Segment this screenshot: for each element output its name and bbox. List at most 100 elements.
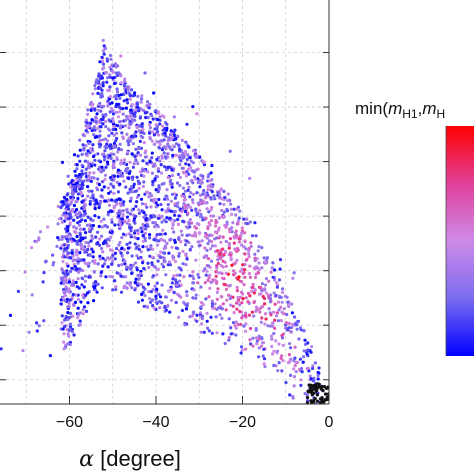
- data-point: [148, 126, 152, 130]
- data-point: [215, 264, 219, 268]
- data-point: [201, 302, 205, 307]
- data-point: [187, 220, 191, 224]
- data-point: [63, 255, 67, 259]
- data-point: [221, 247, 225, 251]
- data-point: [133, 154, 137, 159]
- data-point: [206, 264, 210, 268]
- data-point: [128, 187, 132, 191]
- data-point: [139, 170, 143, 174]
- data-point: [82, 205, 86, 209]
- data-point: [153, 178, 157, 182]
- data-point: [130, 254, 134, 258]
- data-point: [234, 333, 238, 337]
- data-point: [146, 282, 150, 286]
- data-point: [117, 110, 122, 114]
- data-point: [160, 148, 164, 152]
- data-point: [83, 274, 88, 278]
- data-point: [86, 301, 90, 305]
- data-point: [102, 52, 106, 56]
- data-point: [93, 261, 97, 265]
- data-point: [118, 221, 123, 226]
- data-point: [119, 124, 123, 128]
- data-point: [248, 275, 252, 279]
- data-point: [71, 208, 76, 212]
- data-point: [163, 260, 167, 264]
- data-point: [120, 217, 125, 221]
- data-point: [98, 144, 102, 148]
- data-point: [137, 186, 141, 190]
- data-point: [109, 235, 113, 239]
- data-point: [191, 201, 195, 205]
- x-tick-label: −20: [229, 414, 256, 431]
- data-point: [296, 360, 300, 364]
- data-point: [72, 218, 76, 222]
- data-point: [91, 154, 96, 159]
- data-point: [96, 177, 100, 181]
- data-point: [98, 169, 102, 173]
- data-point: [69, 201, 73, 205]
- data-point: [191, 296, 195, 300]
- data-point: [176, 205, 180, 209]
- data-point: [159, 250, 163, 254]
- data-point: [38, 230, 43, 234]
- data-point: [135, 245, 139, 249]
- data-point: [150, 263, 154, 267]
- data-point: [164, 273, 168, 277]
- data-point: [155, 287, 159, 291]
- data-point: [174, 142, 178, 146]
- data-point: [69, 209, 73, 213]
- data-point: [202, 163, 207, 167]
- data-point: [98, 237, 102, 241]
- data-point: [87, 189, 91, 193]
- data-point: [267, 279, 271, 283]
- data-point: [136, 237, 140, 241]
- data-point: [132, 162, 136, 166]
- data-point: [115, 87, 119, 91]
- data-point: [258, 292, 262, 296]
- data-point: [148, 191, 152, 196]
- data-point: [96, 282, 100, 286]
- data-point: [80, 218, 84, 222]
- data-point: [247, 246, 251, 250]
- data-point: [173, 213, 177, 217]
- data-point: [206, 179, 210, 183]
- data-point: [253, 221, 257, 225]
- data-point: [228, 283, 232, 288]
- data-point: [136, 151, 140, 155]
- data-point: [89, 179, 93, 183]
- data-point: [173, 196, 177, 200]
- data-point: [60, 278, 64, 282]
- data-point: [148, 254, 152, 258]
- data-point: [190, 234, 194, 238]
- data-point: [279, 295, 283, 299]
- data-point: [134, 147, 138, 151]
- data-point: [236, 219, 240, 223]
- data-point: [280, 354, 284, 358]
- data-point: [280, 369, 284, 373]
- data-point: [89, 217, 93, 221]
- data-point: [72, 203, 76, 208]
- data-point: [72, 303, 76, 307]
- data-point: [112, 174, 116, 178]
- data-point: [65, 269, 69, 273]
- data-point: [264, 317, 268, 321]
- data-point: [96, 108, 101, 112]
- x-tick-label: 0: [325, 414, 334, 431]
- data-point: [189, 191, 193, 195]
- data-point: [305, 396, 310, 400]
- data-point: [93, 259, 97, 263]
- data-point: [168, 216, 172, 220]
- data-point: [154, 300, 158, 304]
- data-point: [139, 282, 143, 287]
- data-point: [145, 205, 149, 209]
- data-point: [139, 197, 144, 201]
- data-point: [78, 138, 82, 142]
- data-point: [198, 193, 203, 197]
- data-point: [274, 314, 279, 318]
- data-point: [194, 234, 198, 238]
- data-point: [126, 176, 131, 181]
- data-point: [234, 229, 238, 233]
- data-point: [193, 231, 197, 235]
- data-point: [151, 183, 155, 187]
- data-point: [109, 95, 113, 99]
